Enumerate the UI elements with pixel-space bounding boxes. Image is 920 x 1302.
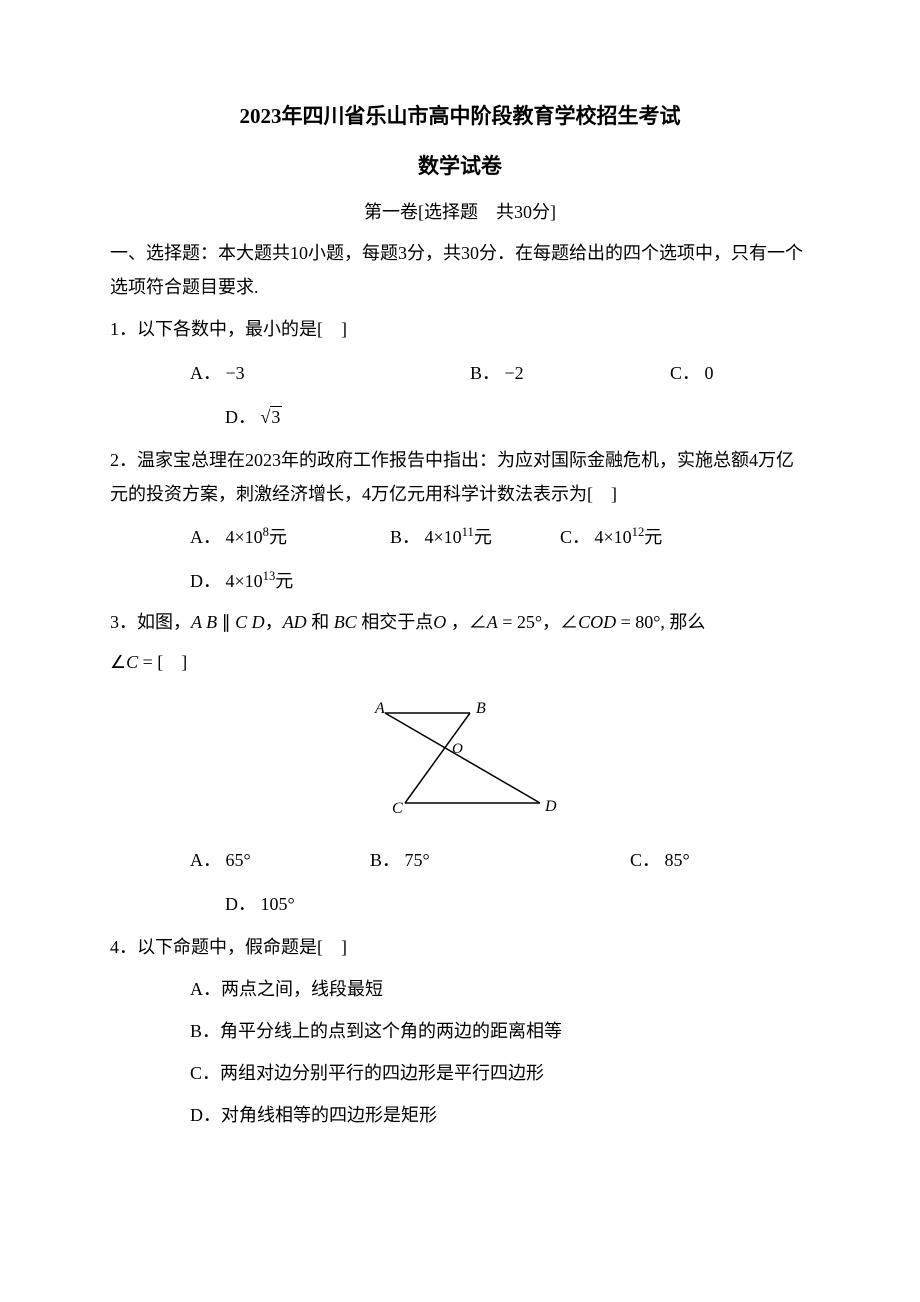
q2-d-suffix: 元 (275, 571, 293, 591)
q3-opt-b: B． 75° (370, 842, 630, 878)
q2-a-prefix: A． 4×10 (190, 527, 263, 547)
question-3-line2: ∠C = [ ] (110, 645, 810, 679)
q1-options-row1: A． −3 B． −2 C． 0 (190, 355, 810, 391)
section-header: 第一卷[选择题 共30分] (110, 198, 810, 224)
q3-eq80: = 80°, 那么 (616, 612, 705, 632)
exam-subtitle: 数学试卷 (110, 150, 810, 180)
q3-opt-a: A． 65° (190, 842, 370, 878)
question-2: 2．温家宝总理在2023年的政府工作报告中指出：为应对国际金融危机，实施总额4万… (110, 443, 810, 511)
q2-b-sup: 11 (462, 525, 474, 539)
q3-ab: A B (191, 612, 217, 632)
q2-c-sup: 12 (632, 525, 645, 539)
q3-ang1: ，∠ (446, 612, 487, 632)
q3-parallel: ∥ (217, 612, 235, 632)
exam-title: 2023年四川省乐山市高中阶段教育学校招生考试 (110, 100, 810, 130)
q1-opt-d-prefix: D． (225, 407, 256, 427)
q2-d-sup: 13 (263, 569, 276, 583)
question-4: 4．以下命题中，假命题是[ ] (110, 930, 810, 964)
q2-c-prefix: C． 4×10 (560, 527, 632, 547)
q2-opt-b: B． 4×1011元 (390, 519, 560, 555)
q3-diagram: A B C D O (110, 693, 810, 828)
q4-opt-d: D．对角线相等的四边形是矩形 (190, 1097, 810, 1133)
sqrt-icon: 3 (261, 399, 283, 435)
q3-comma: ， (265, 612, 283, 632)
q3-pre: 3．如图， (110, 612, 191, 632)
label-c: C (392, 800, 403, 817)
label-a: A (374, 700, 385, 717)
q2-a-suffix: 元 (269, 527, 287, 547)
q3-mid: 相交于点 (357, 612, 434, 632)
q3-opt-d: D． 105° (225, 886, 810, 922)
q3-options-row1: A． 65° B． 75° C． 85° (190, 842, 810, 878)
q2-opt-a: A． 4×108元 (190, 519, 390, 555)
q1-opt-c: C． 0 (670, 355, 714, 391)
q3-cod: COD (578, 612, 616, 632)
q3-opt-c: C． 85° (630, 842, 690, 878)
q2-options-row1: A． 4×108元 B． 4×1011元 C． 4×1012元 (190, 519, 810, 555)
q1-opt-d: D． 3 (225, 399, 810, 435)
q2-c-suffix: 元 (644, 527, 662, 547)
q3-bc: BC (334, 612, 357, 632)
q1-opt-b: B． −2 (470, 355, 670, 391)
sqrt-arg: 3 (270, 406, 282, 427)
label-d: D (544, 798, 557, 815)
q2-b-prefix: B． 4×10 (390, 527, 462, 547)
geometry-figure-icon: A B C D O (350, 693, 570, 823)
q4-opt-b: B．角平分线上的点到这个角的两边的距离相等 (190, 1013, 810, 1049)
label-o: O (452, 741, 463, 757)
q2-opt-c: C． 4×1012元 (560, 519, 662, 555)
question-1: 1．以下各数中，最小的是[ ] (110, 312, 810, 346)
q4-opt-c: C．两组对边分别平行的四边形是平行四边形 (190, 1055, 810, 1091)
q1-opt-a: A． −3 (190, 355, 470, 391)
q3-eq25: = 25°，∠ (498, 612, 578, 632)
q2-d-prefix: D． 4×10 (190, 571, 263, 591)
instructions: 一、选择题：本大题共10小题，每题3分，共30分．在每题给出的四个选项中，只有一… (110, 236, 810, 304)
label-b: B (476, 700, 486, 717)
q3-cd: C D (235, 612, 265, 632)
q3-aa: A (487, 612, 498, 632)
q2-opt-d: D． 4×1013元 (190, 563, 810, 599)
q4-opt-a: A．两点之间，线段最短 (190, 971, 810, 1007)
q3-o: O (433, 612, 446, 632)
q2-b-suffix: 元 (474, 527, 492, 547)
question-3: 3．如图，A B ∥ C D，AD 和 BC 相交于点O ，∠A = 25°，∠… (110, 605, 810, 639)
q3-ad: AD (283, 612, 307, 632)
q3-and: 和 (307, 612, 334, 632)
